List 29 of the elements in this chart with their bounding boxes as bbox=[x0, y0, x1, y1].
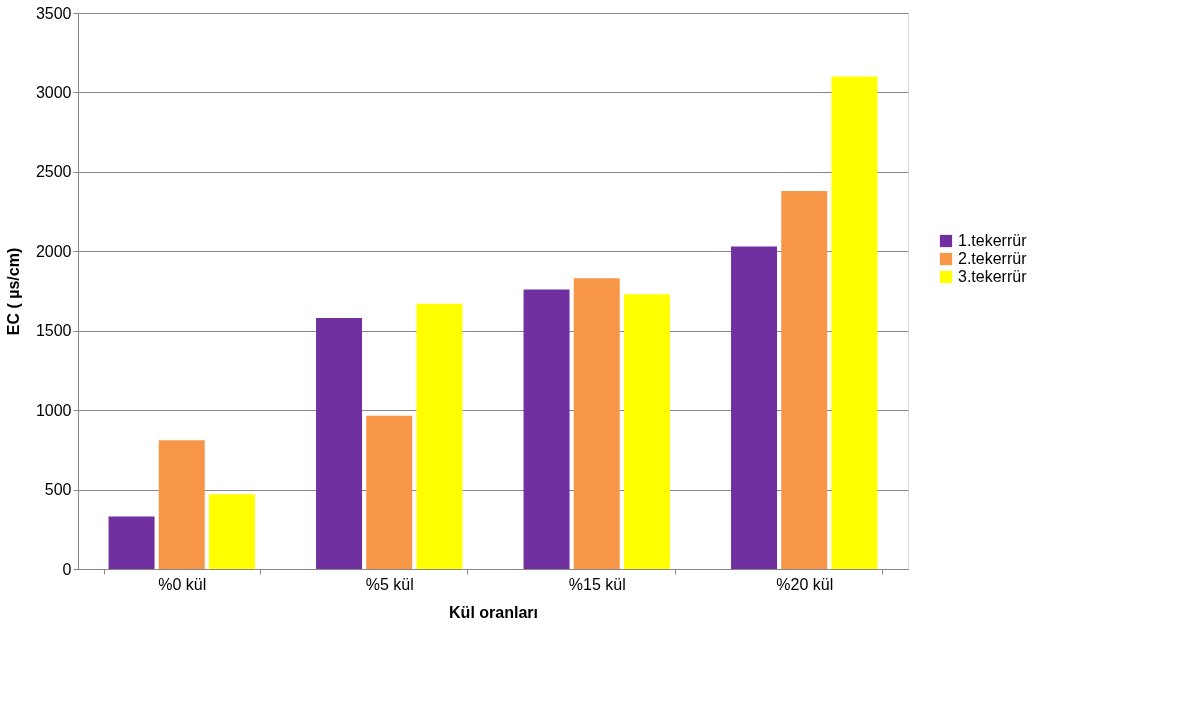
bar bbox=[416, 303, 463, 569]
y-tick-label: 2000 bbox=[35, 242, 72, 260]
y-tick-label: 1500 bbox=[35, 322, 72, 340]
y-tick-label: 0 bbox=[62, 560, 72, 578]
y-axis-title: EC ( µs/cm) bbox=[4, 247, 22, 336]
bar bbox=[573, 278, 620, 569]
bar bbox=[731, 246, 778, 569]
x-tick-label: %5 kül bbox=[365, 575, 414, 593]
bar bbox=[108, 516, 155, 569]
y-tick-label: 3000 bbox=[35, 83, 72, 101]
y-tick-label: 1000 bbox=[35, 401, 72, 419]
bar bbox=[831, 76, 878, 569]
x-tick-label: %20 kül bbox=[776, 575, 834, 593]
y-tick-label: 500 bbox=[44, 481, 72, 499]
x-tick-label: %15 kül bbox=[568, 575, 626, 593]
bar bbox=[158, 440, 205, 569]
bar bbox=[208, 494, 255, 569]
legend-label: 2.tekerrür bbox=[958, 250, 1028, 267]
bar bbox=[523, 289, 570, 569]
y-tick-label: 2500 bbox=[35, 163, 72, 181]
bar bbox=[781, 190, 828, 569]
bar bbox=[316, 318, 363, 569]
legend-label: 1.tekerrür bbox=[958, 232, 1028, 249]
x-tick-label: %0 kül bbox=[158, 575, 207, 593]
legend-label: 3.tekerrür bbox=[958, 268, 1028, 285]
y-tick-label: 3500 bbox=[35, 4, 72, 22]
bar bbox=[623, 294, 670, 569]
bar bbox=[366, 415, 413, 569]
x-axis-title: Kül oranları bbox=[449, 603, 538, 621]
